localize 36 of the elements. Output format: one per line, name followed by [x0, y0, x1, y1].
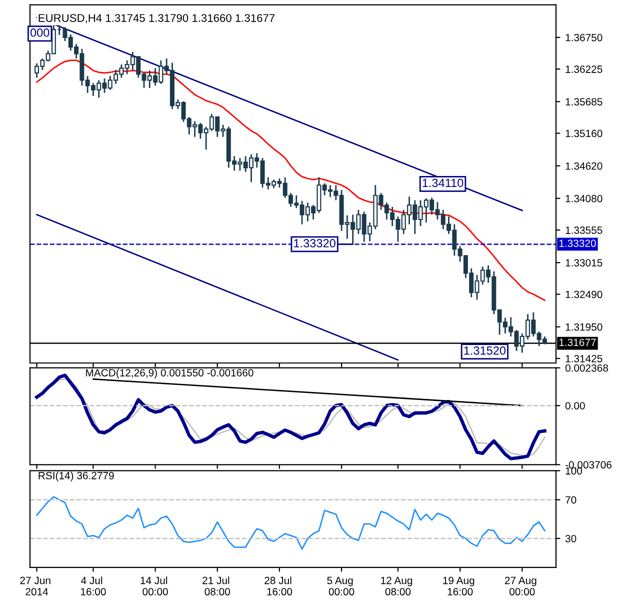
y-tick-label: 1.36750 [566, 34, 602, 42]
x-tick-label: 27 Aug 00:00 [504, 576, 536, 596]
x-tick-label: 14 Jul 00:00 [140, 576, 168, 596]
y-tick-label: 1.33555 [566, 226, 602, 234]
chart-title: RSI(14) 36.2779 [38, 472, 114, 482]
x-tick-label: 27 Jun 2014 [20, 576, 50, 596]
y-tick-label: 0.002368 [565, 364, 608, 372]
y-tick-label: 100 [566, 467, 582, 475]
y-tick-label: 1.35160 [566, 130, 602, 138]
chart-title: MACD(12,26,9) 0.001550 -0.001660 [86, 368, 254, 379]
x-tick-label: 4 Jul 16:00 [80, 576, 106, 596]
y-tick-label: 1.32490 [566, 290, 602, 298]
annotation: 000 [30, 28, 50, 37]
y-tick-label: 1.34620 [566, 162, 602, 170]
y-tick-label: 1.33015 [566, 259, 602, 266]
x-tick-label: 5 Aug 00:00 [327, 576, 354, 596]
y-tick-label: 1.36225 [566, 66, 602, 73]
x-tick-label: 21 Jul 08:00 [202, 576, 230, 596]
y-tick-label: -0.003706 [565, 461, 612, 469]
line-series [36, 496, 546, 550]
y-tick-label: 1.31950 [566, 323, 602, 331]
annotation: 1.33320 [294, 239, 336, 248]
y-tick-label: 1.31425 [566, 354, 602, 362]
y-tick-label: 30 [565, 534, 576, 542]
ref-line-label: 1.31677 [559, 338, 596, 346]
text: EURUSD,H4 1.31745 1.31790 1.31660 1.31677 [38, 14, 275, 24]
y-tick-label: 70 [566, 496, 576, 504]
y-tick-label: 1.34080 [566, 194, 602, 202]
annotation: 1.34110 [422, 178, 464, 188]
x-tick-label: 28 Jul 16:00 [264, 576, 292, 596]
y-tick-label: 0.00 [565, 402, 585, 410]
y-tick-label: 1.35685 [566, 98, 602, 106]
annotation: 1.31520 [464, 346, 506, 355]
x-tick-label: 12 Aug 08:00 [381, 576, 412, 596]
ref-line-label: 1.33320 [559, 240, 596, 248]
x-tick-label: 19 Aug 16:00 [443, 576, 474, 596]
